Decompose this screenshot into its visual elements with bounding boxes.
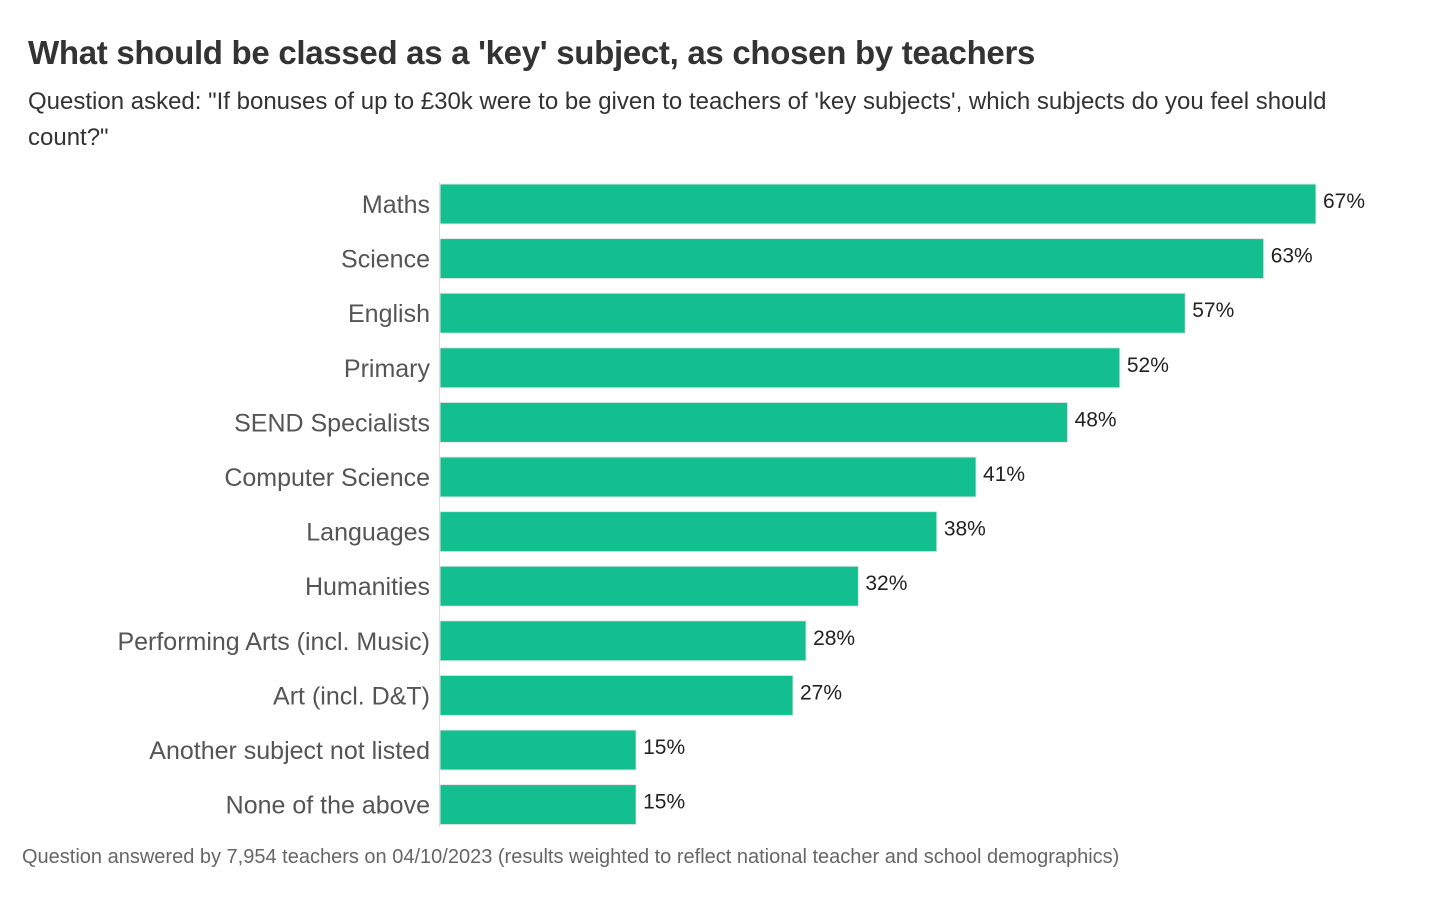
category-label: Science bbox=[341, 246, 430, 274]
bar-english bbox=[439, 292, 1186, 334]
category-label: Art (incl. D&T) bbox=[273, 682, 430, 710]
value-label: 15% bbox=[643, 791, 685, 814]
value-label: 28% bbox=[813, 627, 855, 650]
value-label: 48% bbox=[1075, 408, 1117, 431]
category-label: Primary bbox=[344, 355, 431, 383]
value-label: 67% bbox=[1323, 190, 1365, 213]
category-label: Performing Arts (incl. Music) bbox=[117, 628, 430, 656]
chart-title: What should be classed as a 'key' subjec… bbox=[28, 34, 1036, 71]
bar-maths bbox=[439, 183, 1317, 225]
bar-science bbox=[439, 238, 1265, 280]
value-label: 32% bbox=[865, 572, 907, 595]
category-label: Computer Science bbox=[224, 464, 430, 492]
bar-art-incl-d-t bbox=[439, 674, 794, 716]
value-label: 15% bbox=[643, 736, 685, 759]
category-label: Languages bbox=[306, 519, 430, 547]
bar-none-of-the-above bbox=[439, 784, 637, 826]
category-label: Another subject not listed bbox=[149, 737, 430, 765]
category-label: English bbox=[348, 300, 430, 328]
category-label: Maths bbox=[362, 191, 430, 219]
value-label: 63% bbox=[1271, 245, 1313, 268]
chart-footnote: Question answered by 7,954 teachers on 0… bbox=[22, 846, 1120, 868]
value-label: 38% bbox=[944, 518, 986, 541]
value-label: 52% bbox=[1127, 354, 1169, 377]
value-label: 57% bbox=[1192, 299, 1234, 322]
value-label: 41% bbox=[983, 463, 1025, 486]
bar-humanities bbox=[439, 565, 859, 607]
bar-computer-science bbox=[439, 456, 977, 498]
bar-another-subject-not-listed bbox=[439, 729, 637, 771]
value-label: 27% bbox=[800, 681, 842, 704]
bar-send-specialists bbox=[439, 401, 1069, 443]
category-label: Humanities bbox=[305, 573, 430, 601]
bar-performing-arts-incl-music bbox=[439, 620, 807, 662]
bar-languages bbox=[439, 511, 938, 553]
chart-subtitle: Question asked: "If bonuses of up to £30… bbox=[28, 88, 1327, 151]
category-label: SEND Specialists bbox=[234, 409, 430, 437]
bar-primary bbox=[439, 347, 1121, 389]
category-label: None of the above bbox=[226, 792, 430, 820]
